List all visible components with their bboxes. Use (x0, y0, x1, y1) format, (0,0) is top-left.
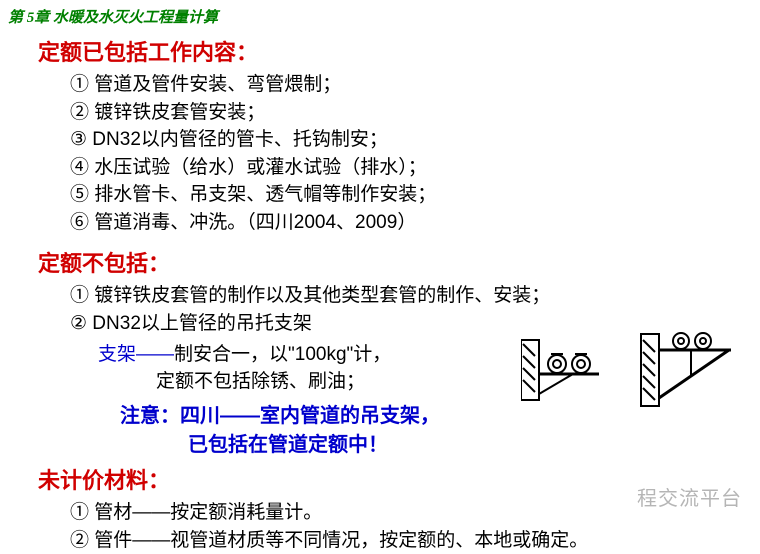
section1-title: 定额已包括工作内容： (38, 35, 760, 67)
list-item: ④ 水压试验（给水）或灌水试验（排水）； (70, 154, 760, 182)
list-item: ① 管道及管件安装、弯管煨制； (70, 71, 760, 99)
section3-title: 未计价材料： (38, 463, 760, 495)
chapter-header: 第 5章 水暖及水灭火工程量计算 (0, 0, 760, 27)
section2-title: 定额不包括： (38, 246, 760, 278)
list-item: ① 镀锌铁皮套管的制作以及其他类型套管的制作、安装； (70, 282, 760, 310)
list-item: ① 管材——按定额消耗量计。 (70, 499, 760, 527)
note-line2: 已包括在管道定额中！ (188, 428, 760, 457)
list-item: ② 管件——视管道材质等不同情况，按定额的、本地或确定。 (70, 527, 760, 554)
section1-list: ① 管道及管件安装、弯管煨制； ② 镀锌铁皮套管安装； ③ DN32以内管径的管… (70, 71, 760, 236)
list-item: ③ DN32以内管径的管卡、托钩制安； (70, 126, 760, 154)
list-item: ② 镀锌铁皮套管安装； (70, 99, 760, 127)
bracket-diagram (521, 330, 736, 415)
support-label: 支架—— (98, 344, 174, 365)
list-item: ⑤ 排水管卡、吊支架、透气帽等制作安装； (70, 181, 760, 209)
list-item: ⑥ 管道消毒、冲洗。（四川2004、2009） (70, 209, 760, 237)
section3-list: ① 管材——按定额消耗量计。 ② 管件——视管道材质等不同情况，按定额的、本地或… (70, 499, 760, 554)
support-text1: 制安合一，以"100kg"计， (174, 344, 391, 365)
